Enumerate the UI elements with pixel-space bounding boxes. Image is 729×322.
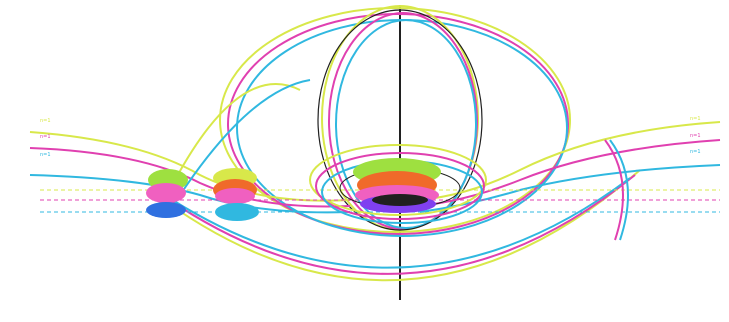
label-yellow-ul: n=1 [40, 118, 51, 124]
left-hoop-yellow [174, 83, 301, 181]
central-loop-yellow [309, 144, 487, 216]
center-blob-black [372, 194, 428, 206]
bottom-arc-magenta [154, 174, 636, 275]
label-cyan-ul: n=1 [40, 152, 51, 158]
left-hoop-cyan [179, 79, 311, 196]
right-hook-cyan [609, 139, 629, 241]
right-sweep-yellow [419, 121, 721, 201]
tall-orbit-black [317, 9, 483, 231]
mid-blob-cyan [215, 203, 259, 221]
central-loop-magenta [315, 152, 485, 220]
label-cyan-ur: n=1 [690, 149, 701, 155]
left-blob-blue [146, 202, 186, 218]
label-yellow-ur: n=1 [690, 116, 701, 122]
label-magenta-ul: n=1 [40, 134, 51, 140]
tall-orbit-cyan [335, 19, 477, 229]
bottom-arc-cyan [159, 177, 631, 269]
left-blob-pink [146, 183, 186, 203]
outer-orbit-yellow [219, 7, 571, 233]
label-magenta-ur: n=1 [690, 133, 701, 139]
tall-orbit-magenta [328, 12, 478, 230]
left-sweep-magenta [29, 147, 351, 208]
bottom-arc-yellow [149, 169, 641, 282]
right-hook-magenta [604, 139, 624, 241]
mid-blob-pink [215, 188, 255, 204]
